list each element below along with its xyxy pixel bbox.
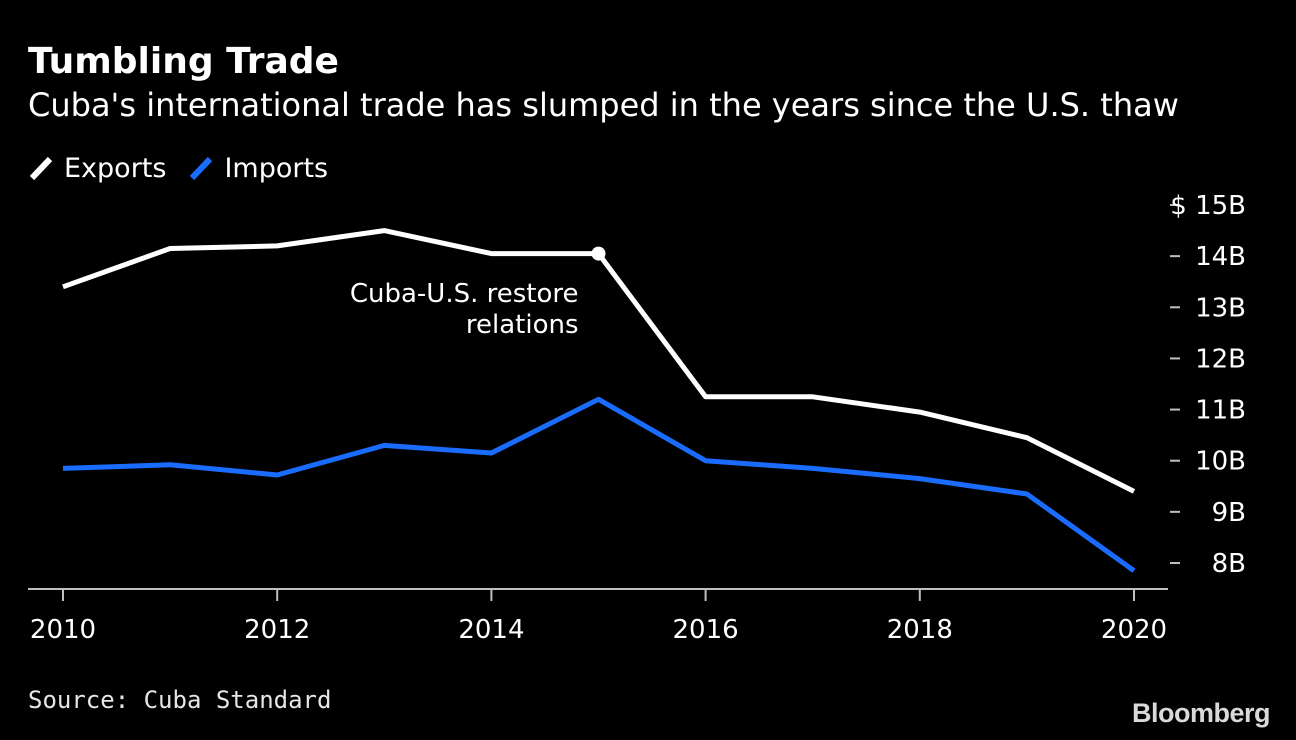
annotation-text: Cuba-U.S. restore (350, 279, 579, 309)
y-tick-label: 11B (1195, 396, 1246, 426)
x-tick-label: 2020 (1101, 615, 1167, 645)
y-tick-label: 8B (1212, 549, 1246, 579)
source-note: Source: Cuba Standard (28, 686, 332, 714)
y-tick-label: 10B (1195, 447, 1246, 477)
legend-item-exports: Exports (28, 153, 166, 184)
legend-label-exports: Exports (64, 152, 167, 184)
bloomberg-logo: Bloomberg (1131, 698, 1271, 728)
y-tick-label: 12B (1195, 344, 1246, 374)
x-tick-label: 2014 (458, 615, 524, 645)
legend-label-imports: Imports (224, 152, 329, 184)
x-tick-label: 2010 (30, 615, 96, 645)
series-line-exports (62, 228, 1136, 494)
chart-subtitle: Cuba's international trade has slumped i… (28, 86, 1179, 124)
legend-swatch-imports (190, 156, 213, 181)
y-tick-label: 9B (1212, 498, 1246, 528)
x-tick-label: 2012 (244, 615, 310, 645)
legend-swatch-exports (29, 156, 53, 181)
x-tick-label: 2016 (673, 615, 739, 645)
y-tick-label: 13B (1195, 293, 1246, 323)
annotation-marker (591, 246, 606, 261)
y-tick-label: $ 15B (1170, 191, 1246, 221)
x-tick-label: 2018 (887, 615, 953, 645)
chart-title: Tumbling Trade (28, 41, 339, 82)
legend: Exports Imports (28, 150, 350, 186)
annotation-text: relations (466, 310, 579, 340)
series-line-imports (62, 396, 1136, 573)
y-tick-label: 14B (1195, 242, 1246, 272)
legend-item-imports: Imports (188, 153, 328, 184)
